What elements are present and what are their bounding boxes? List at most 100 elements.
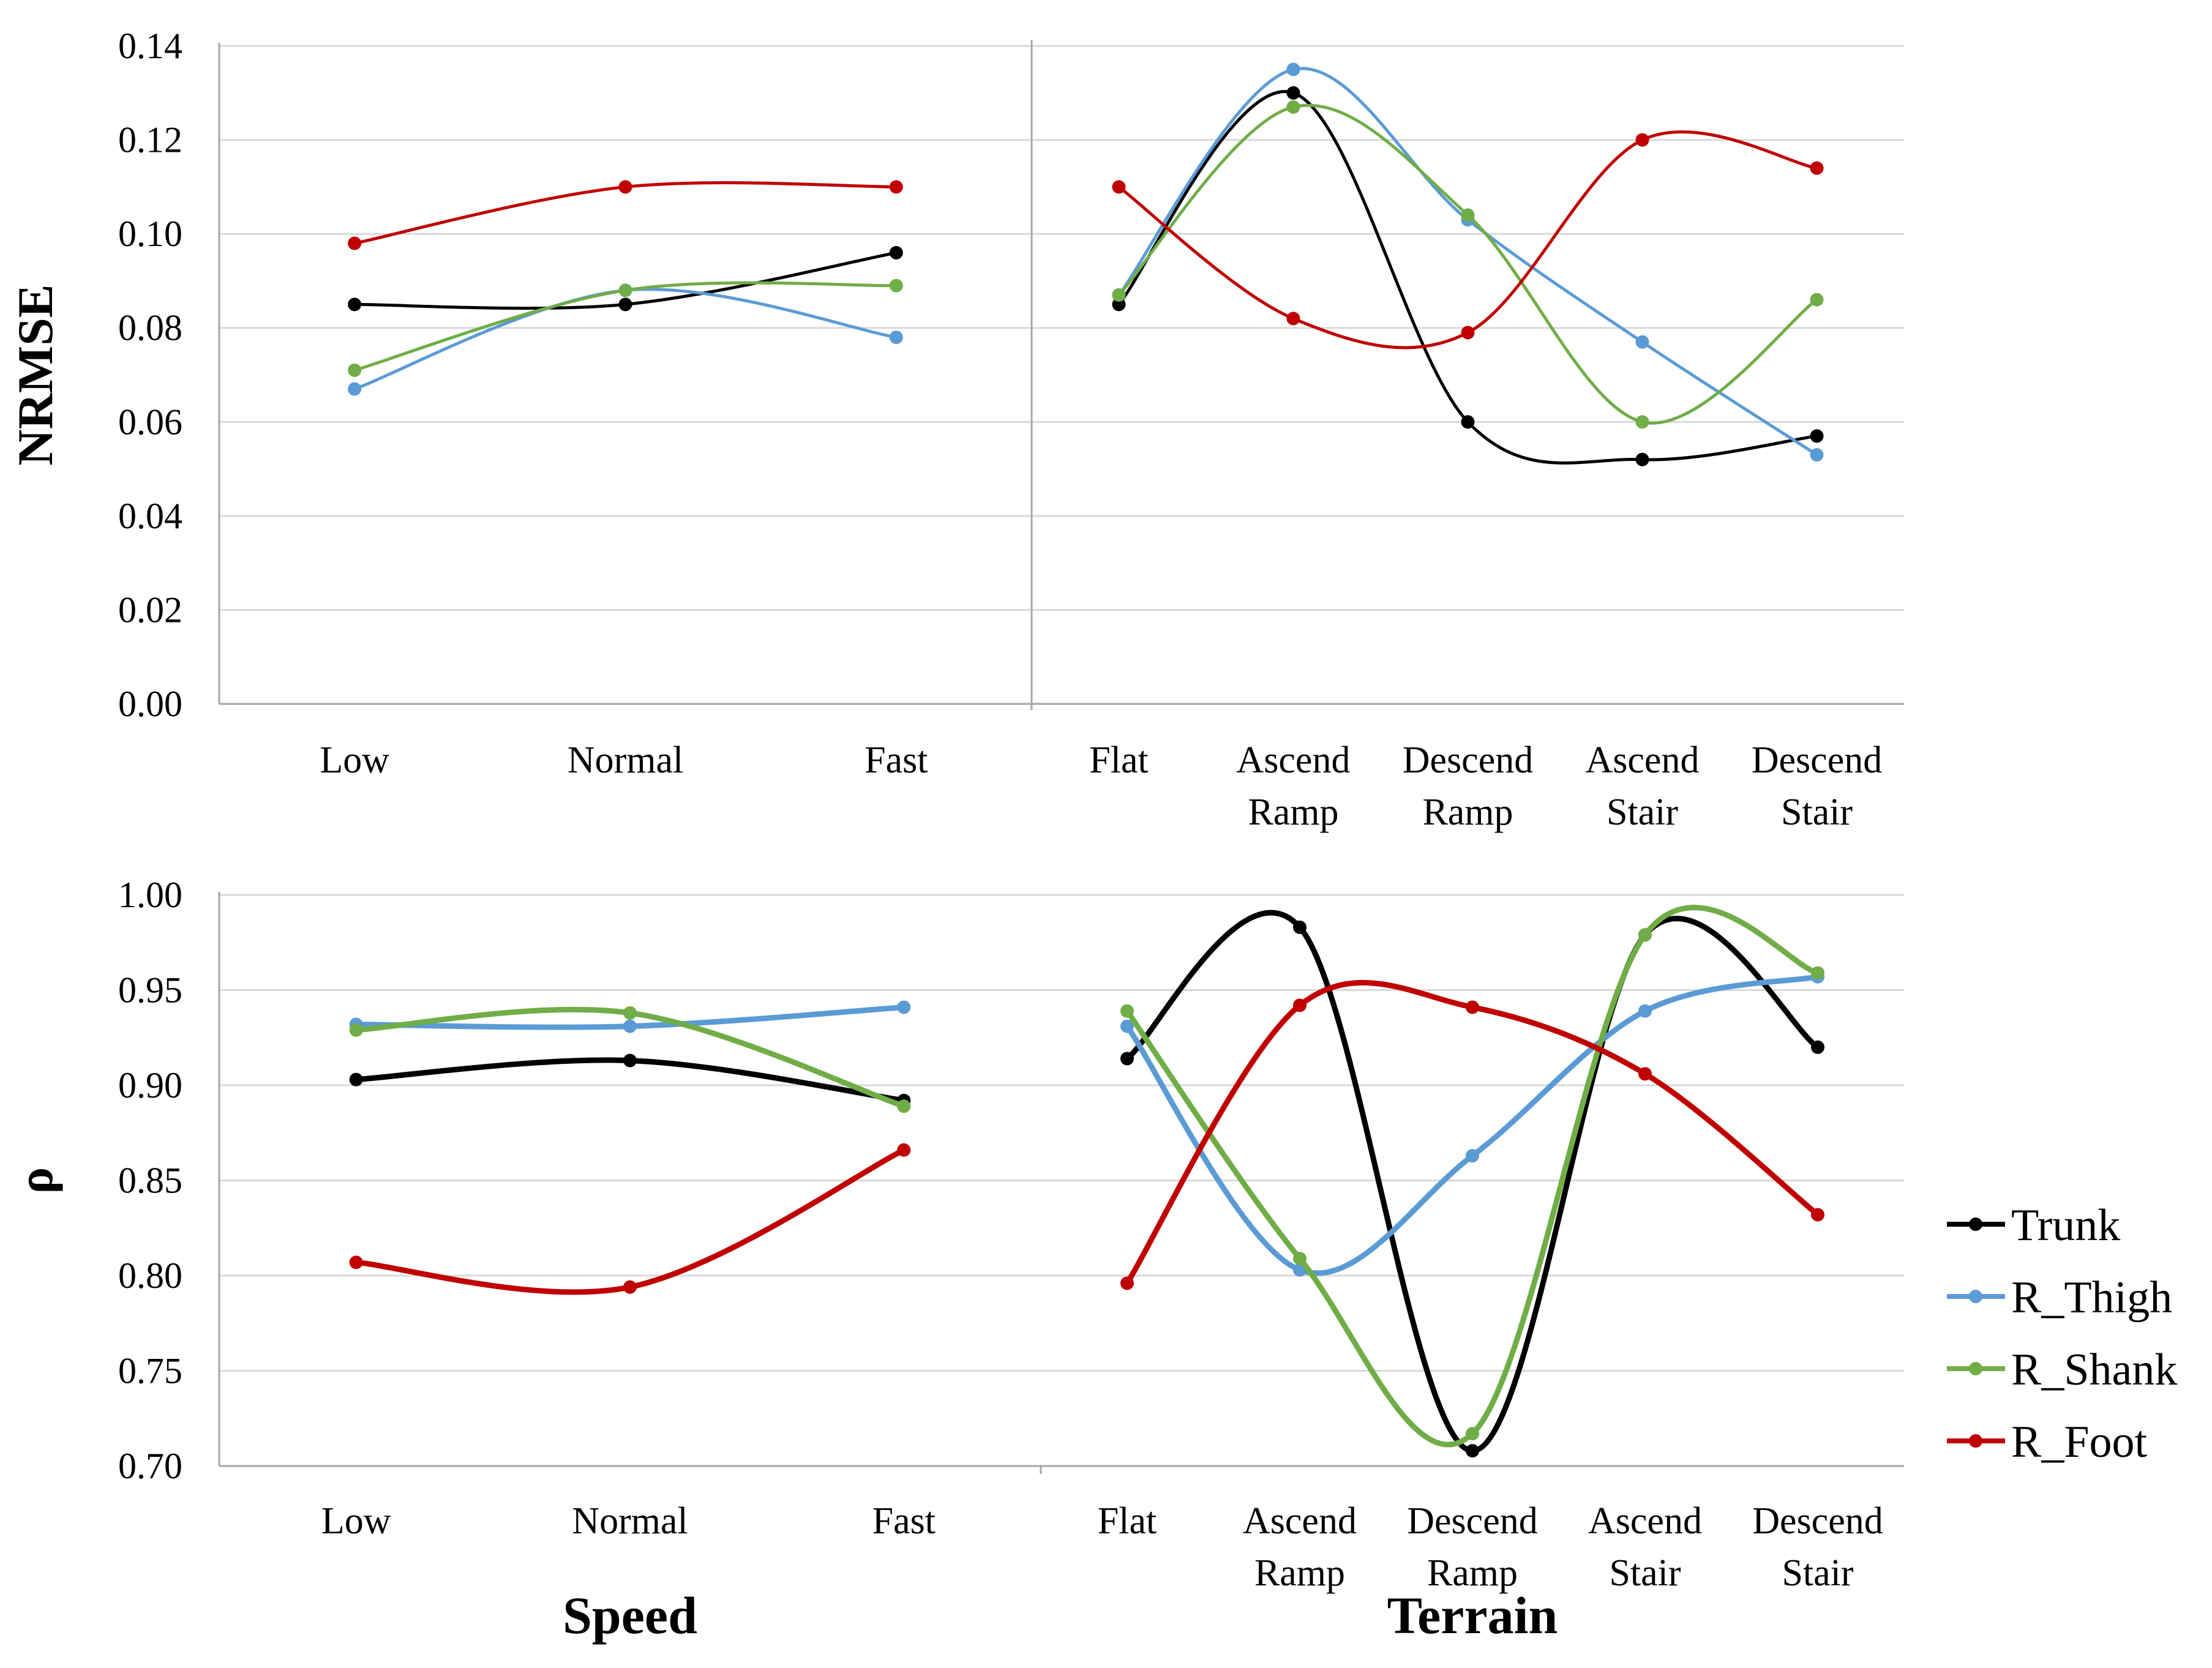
legend: Trunk R_Thigh R_Shank R_Foot <box>1947 1200 2177 1467</box>
data-point-r-thigh <box>889 331 903 345</box>
data-point-r-shank <box>897 1099 911 1113</box>
x-tick-label: Stair <box>1782 1552 1853 1594</box>
data-point-r-shank <box>1293 1252 1307 1266</box>
data-point-r-shank <box>1466 1427 1479 1441</box>
data-point-trunk <box>1811 1040 1824 1054</box>
data-point-r-foot <box>618 180 632 194</box>
legend-label: R_Thigh <box>2011 1273 2172 1323</box>
data-point-r-foot <box>1120 1276 1134 1290</box>
series-line-r-shank <box>1117 103 1818 425</box>
data-point-r-thigh <box>1635 335 1649 349</box>
x-tick-label: Flat <box>1098 1500 1157 1542</box>
data-point-r-thigh <box>1638 1004 1652 1018</box>
y-tick-label: 0.04 <box>118 496 182 536</box>
panel-bottom: 0.70 0.75 0.80 0.85 0.90 0.95 1.00 ρ Low Normal Fa… <box>7 875 1904 1645</box>
data-point-r-thigh <box>1286 62 1300 77</box>
data-point-r-shank <box>889 279 903 293</box>
series-line-trunk <box>1117 90 1818 465</box>
x-tick-label: Normal <box>572 1500 688 1542</box>
x-tick-label: Normal <box>568 739 683 781</box>
x-tick-label: Stair <box>1781 791 1853 833</box>
legend-label: R_Foot <box>2011 1417 2148 1467</box>
legend-swatch-marker <box>1969 1362 1982 1375</box>
data-point-trunk <box>1286 86 1300 100</box>
legend-label: R_Shank <box>2011 1345 2177 1395</box>
legend-item-trunk: Trunk <box>1947 1200 2120 1251</box>
x-tick-label: Fast <box>872 1500 935 1542</box>
legend-item-r-thigh: R_Thigh <box>1947 1273 2172 1323</box>
y-tick-label: 1.00 <box>118 875 182 915</box>
data-point-r-foot <box>623 1280 637 1294</box>
data-point-r-thigh <box>897 1000 911 1014</box>
y-axis-title: NRMSE <box>7 284 63 465</box>
x-axis-title: Terrain <box>1387 1586 1558 1645</box>
x-axis-title: Speed <box>563 1586 697 1645</box>
data-point-r-foot <box>897 1143 911 1157</box>
data-point-r-thigh <box>1466 1149 1479 1163</box>
x-tick-label: Ascend <box>1588 1500 1702 1542</box>
legend-item-r-foot: R_Foot <box>1947 1417 2148 1467</box>
legend-swatch-marker <box>1969 1434 1982 1448</box>
y-tick-label: 0.06 <box>118 402 182 442</box>
data-point-r-shank <box>1635 415 1649 429</box>
x-tick-label: Descend <box>1407 1500 1537 1542</box>
data-point-r-shank <box>1638 928 1652 942</box>
data-point-r-shank <box>1120 1004 1134 1018</box>
series-line-r-foot <box>1124 979 1821 1286</box>
series-line-r-thigh <box>1124 974 1821 1276</box>
data-point-trunk <box>1461 415 1475 429</box>
data-point-r-shank <box>1810 293 1824 307</box>
x-tick-label: Descend <box>1403 739 1533 781</box>
data-point-r-shank <box>349 1023 363 1037</box>
data-point-trunk <box>1810 429 1824 443</box>
series-line-r-shank <box>1124 905 1821 1448</box>
data-point-trunk <box>1635 452 1649 466</box>
x-tick-label: Ramp <box>1248 791 1338 833</box>
data-point-r-shank <box>1461 208 1475 222</box>
x-tick-label: Ascend <box>1586 739 1700 781</box>
data-point-r-foot <box>1112 180 1126 194</box>
data-point-r-foot <box>1286 312 1300 326</box>
legend-label: Trunk <box>2011 1200 2120 1251</box>
x-tick-label: Stair <box>1609 1552 1681 1594</box>
data-point-r-thigh <box>1810 448 1824 462</box>
panel-top: 0.00 0.02 0.04 0.06 0.08 0.10 0.12 0.14 NRMSE Low… <box>7 26 1904 833</box>
data-point-r-foot <box>1638 1067 1652 1081</box>
y-tick-label: 0.90 <box>118 1065 182 1105</box>
data-point-r-shank <box>348 363 362 377</box>
data-point-r-thigh <box>348 382 362 396</box>
x-tick-label: Flat <box>1089 739 1148 781</box>
data-point-r-foot <box>1461 326 1475 340</box>
x-tick-label: Descend <box>1752 1500 1883 1542</box>
y-tick-label: 0.12 <box>118 120 182 160</box>
data-point-r-thigh <box>623 1019 637 1033</box>
data-point-r-shank <box>1811 966 1824 980</box>
data-point-r-thigh <box>1120 1019 1134 1033</box>
data-point-trunk <box>1112 297 1126 312</box>
data-point-trunk <box>1466 1444 1479 1458</box>
y-tick-label: 0.95 <box>118 970 182 1011</box>
data-point-r-shank <box>618 283 632 297</box>
y-axis-title: ρ <box>7 1167 63 1194</box>
data-point-r-shank <box>1112 288 1126 302</box>
x-tick-label: Ascend <box>1243 1500 1357 1542</box>
x-tick-label: Stair <box>1607 791 1678 833</box>
data-point-trunk <box>348 297 362 312</box>
x-tick-label: Descend <box>1752 739 1882 781</box>
y-tick-label: 0.02 <box>118 589 182 630</box>
legend-swatch-marker <box>1969 1217 1982 1231</box>
legend-swatch-marker <box>1969 1290 1982 1303</box>
series-line-r-foot <box>1117 130 1818 350</box>
x-tick-label: Ramp <box>1254 1552 1345 1594</box>
x-tick-label: Fast <box>864 739 928 781</box>
data-point-r-foot <box>1466 1000 1479 1014</box>
data-point-r-foot <box>348 236 362 250</box>
legend-item-r-shank: R_Shank <box>1947 1345 2177 1395</box>
y-tick-label: 0.70 <box>118 1446 182 1486</box>
data-point-r-foot <box>1811 1208 1824 1222</box>
x-tick-label: Low <box>320 739 389 781</box>
data-point-r-shank <box>1286 100 1300 114</box>
data-point-r-foot <box>349 1255 363 1270</box>
data-point-trunk <box>349 1072 363 1086</box>
